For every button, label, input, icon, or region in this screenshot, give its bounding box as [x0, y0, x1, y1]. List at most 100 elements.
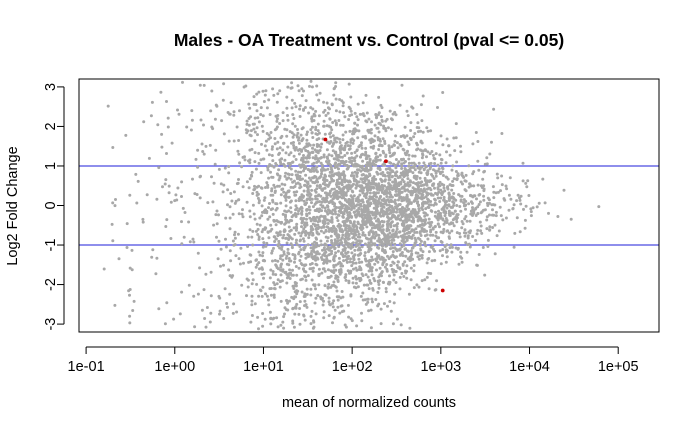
gene-point	[364, 208, 368, 212]
gene-point	[309, 106, 313, 110]
gene-point	[332, 280, 336, 284]
gene-point	[326, 160, 330, 164]
gene-point	[246, 285, 250, 289]
gene-point	[321, 248, 324, 252]
gene-point	[297, 141, 301, 145]
gene-point	[360, 260, 364, 264]
gene-point	[310, 119, 314, 123]
gene-point	[537, 201, 541, 205]
gene-point	[201, 150, 205, 153]
gene-point	[406, 177, 410, 181]
gene-point	[167, 184, 171, 188]
gene-point	[176, 108, 179, 112]
gene-point	[302, 194, 305, 198]
gene-point	[344, 251, 348, 255]
gene-point	[254, 103, 258, 106]
gene-point	[377, 95, 381, 99]
gene-point	[296, 173, 299, 177]
gene-point	[458, 235, 462, 239]
gene-point	[292, 117, 296, 120]
gene-point	[448, 153, 452, 157]
gene-point	[380, 224, 384, 228]
gene-point	[272, 235, 276, 239]
gene-point	[426, 150, 430, 154]
gene-point	[400, 167, 404, 170]
gene-point	[317, 114, 321, 118]
gene-point	[251, 229, 255, 233]
gene-point	[331, 301, 335, 305]
gene-point	[356, 212, 359, 216]
gene-point	[387, 167, 390, 171]
gene-point	[222, 82, 226, 86]
gene-point	[218, 296, 222, 300]
gene-point	[385, 267, 389, 271]
x-tick-label: 1e+04	[509, 359, 550, 375]
gene-point	[204, 325, 208, 329]
gene-point	[461, 222, 465, 226]
gene-point	[130, 248, 134, 252]
gene-point	[311, 150, 315, 154]
gene-point	[315, 263, 319, 267]
gene-point	[308, 216, 312, 220]
gene-point	[340, 290, 344, 293]
gene-point	[457, 262, 461, 266]
gene-point	[261, 157, 265, 161]
gene-point	[128, 193, 132, 197]
gene-point	[258, 223, 262, 227]
gene-point	[367, 287, 371, 291]
gene-point	[181, 80, 184, 84]
gene-point	[437, 182, 440, 186]
gene-point	[317, 143, 320, 147]
gene-point	[389, 217, 393, 220]
gene-point	[302, 239, 306, 243]
gene-point	[377, 286, 381, 290]
gene-point	[355, 203, 359, 207]
gene-point	[401, 263, 405, 267]
gene-point	[264, 292, 267, 296]
gene-point	[488, 228, 492, 232]
gene-point	[320, 163, 324, 167]
gene-point	[268, 276, 272, 280]
gene-point	[276, 140, 280, 144]
gene-point	[492, 190, 496, 194]
gene-point	[265, 181, 269, 185]
gene-point	[233, 233, 236, 237]
gene-point	[310, 309, 314, 313]
gene-point	[352, 228, 356, 232]
gene-point	[365, 157, 369, 160]
gene-point	[327, 314, 331, 318]
gene-point	[433, 258, 437, 262]
gene-point	[452, 204, 456, 207]
gene-point	[307, 176, 311, 180]
gene-point	[255, 126, 259, 130]
gene-point	[231, 212, 235, 216]
gene-point	[332, 179, 336, 183]
gene-point	[257, 294, 261, 298]
gene-point	[436, 169, 440, 173]
gene-point	[299, 195, 303, 199]
gene-point	[243, 158, 247, 162]
gene-point	[423, 214, 427, 218]
gene-point	[198, 196, 202, 200]
gene-point	[292, 146, 296, 150]
gene-point	[395, 227, 399, 231]
gene-point	[372, 186, 375, 190]
gene-point	[407, 153, 411, 157]
gene-point	[328, 209, 332, 213]
gene-point	[383, 265, 387, 269]
gene-point	[142, 120, 146, 124]
gene-point	[233, 236, 237, 240]
gene-point	[336, 249, 340, 253]
gene-point	[277, 178, 281, 182]
gene-point	[337, 185, 341, 189]
gene-point	[456, 174, 460, 177]
gene-point	[314, 287, 317, 291]
gene-point	[391, 250, 395, 254]
gene-point	[297, 250, 301, 254]
gene-point	[308, 151, 312, 155]
gene-point	[381, 214, 385, 218]
gene-point	[282, 315, 286, 319]
gene-point	[464, 207, 467, 211]
gene-point	[501, 218, 505, 222]
gene-point	[235, 125, 239, 129]
